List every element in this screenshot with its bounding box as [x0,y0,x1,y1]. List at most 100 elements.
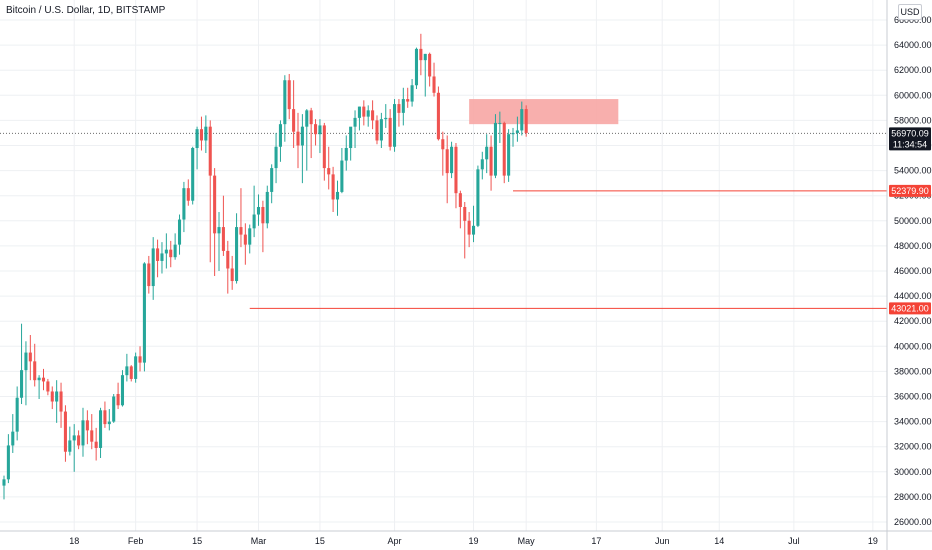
candle[interactable] [498,111,502,143]
candle[interactable] [270,164,274,204]
candle[interactable] [173,233,177,260]
candle[interactable] [362,100,366,126]
candle[interactable] [300,114,304,184]
candle[interactable] [156,239,160,278]
candle[interactable] [419,33,423,76]
candle[interactable] [248,224,252,254]
candle[interactable] [327,146,331,190]
candle[interactable] [41,368,46,391]
candle[interactable] [428,52,432,87]
candle[interactable] [199,116,203,151]
candle[interactable] [476,165,480,228]
candle[interactable] [81,407,85,457]
candle[interactable] [436,86,440,141]
candle[interactable] [213,168,217,277]
candle[interactable] [125,353,129,382]
candle[interactable] [20,323,24,405]
candle[interactable] [379,112,383,149]
candle[interactable] [72,424,76,472]
candle[interactable] [182,181,186,233]
candle[interactable] [55,380,59,423]
candle[interactable] [515,116,519,142]
candle[interactable] [112,393,116,423]
candle[interactable] [107,409,111,431]
currency-button[interactable]: USD [898,4,922,20]
candle[interactable] [357,106,361,131]
candle[interactable] [322,122,326,181]
candle[interactable] [287,73,291,120]
candle[interactable] [489,135,493,191]
candle[interactable] [371,100,375,130]
resistance-zone[interactable] [469,99,619,125]
candle[interactable] [151,237,155,300]
candle[interactable] [147,255,151,294]
candle[interactable] [177,214,182,255]
candle[interactable] [77,430,81,450]
candle[interactable] [296,112,300,169]
candle[interactable] [138,346,142,372]
candle[interactable] [99,407,103,458]
candle[interactable] [191,146,195,205]
candle[interactable] [164,233,168,269]
candle[interactable] [432,62,436,97]
candle[interactable] [186,179,190,206]
candle[interactable] [458,190,462,229]
candle[interactable] [471,205,476,243]
candle[interactable] [463,201,467,259]
candle[interactable] [37,375,41,400]
candle[interactable] [68,426,72,456]
candle[interactable] [414,47,419,90]
candle[interactable] [50,386,54,410]
candle[interactable] [423,53,427,97]
candle[interactable] [204,115,208,154]
candle[interactable] [252,185,256,238]
candle[interactable] [353,110,357,149]
candle[interactable] [314,119,318,146]
candle[interactable] [450,141,454,179]
candle[interactable] [340,148,344,194]
candle[interactable] [217,212,221,271]
candle[interactable] [15,386,19,441]
candle[interactable] [485,134,489,174]
candle[interactable] [480,151,484,180]
candle[interactable] [142,262,146,372]
candle[interactable] [169,240,173,268]
candle[interactable] [195,126,199,170]
candle[interactable] [208,120,212,263]
candle[interactable] [410,78,414,107]
candle[interactable] [393,99,397,152]
candle[interactable] [318,119,322,154]
candle[interactable] [85,410,89,445]
candle[interactable] [2,475,6,500]
candle[interactable] [134,352,138,383]
candle[interactable] [331,166,335,213]
candle[interactable] [441,131,445,176]
candle[interactable] [24,341,28,406]
candle[interactable] [520,101,524,136]
candle[interactable] [28,335,32,381]
candle[interactable] [278,120,282,162]
candle[interactable] [349,126,353,161]
candle[interactable] [309,107,313,159]
candle[interactable] [401,87,405,126]
candle[interactable] [511,127,515,147]
candle[interactable] [33,343,37,387]
candle[interactable] [120,370,125,407]
candle[interactable] [160,242,164,274]
candle[interactable] [90,414,94,450]
candle[interactable] [116,382,120,410]
candle[interactable] [305,109,309,171]
candle[interactable] [274,132,278,184]
candle[interactable] [129,365,133,382]
candle[interactable] [256,194,261,226]
candle[interactable] [445,135,449,204]
candle[interactable] [292,80,296,149]
candle[interactable] [467,212,471,248]
candle[interactable] [375,115,379,145]
candle[interactable] [94,427,98,461]
candle[interactable] [406,87,410,108]
candle[interactable] [397,99,401,127]
candle[interactable] [46,378,50,396]
candle[interactable] [283,75,287,142]
